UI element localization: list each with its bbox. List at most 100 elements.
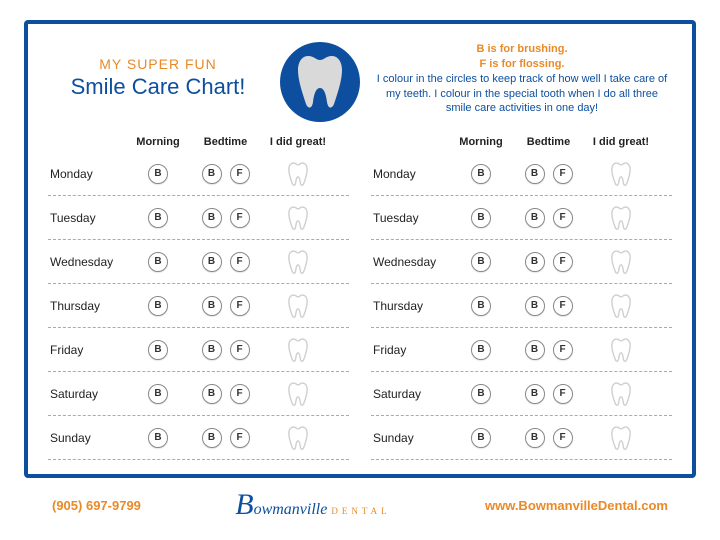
brush-circle[interactable]: B [148,252,168,272]
floss-circle[interactable]: F [553,252,573,272]
brush-circle[interactable]: B [148,384,168,404]
brush-circle[interactable]: B [148,296,168,316]
instr-line1: B is for brushing. [376,42,668,57]
day-row: SaturdayBBF [371,372,672,416]
brush-circle[interactable]: B [202,208,222,228]
day-label: Friday [48,343,128,357]
day-label: Saturday [371,387,451,401]
day-label: Tuesday [48,211,128,225]
brush-circle[interactable]: B [471,296,491,316]
reward-tooth[interactable] [586,205,656,231]
floss-circle[interactable]: F [230,164,250,184]
reward-tooth[interactable] [263,249,333,275]
floss-circle[interactable]: F [553,428,573,448]
morning-cell: B [128,252,188,272]
day-row: TuesdayBBF [48,196,349,240]
day-label: Sunday [371,431,451,445]
bedtime-cell: BF [188,428,263,448]
morning-cell: B [128,384,188,404]
brush-circle[interactable]: B [202,252,222,272]
brush-circle[interactable]: B [525,208,545,228]
day-label: Thursday [371,299,451,313]
reward-tooth[interactable] [586,337,656,363]
morning-cell: B [451,428,511,448]
floss-circle[interactable]: F [230,428,250,448]
footer: (905) 697-9799 Bowmanville DENTAL www.Bo… [24,488,696,522]
brush-circle[interactable]: B [202,340,222,360]
brush-circle[interactable]: B [202,384,222,404]
day-row: MondayBBF [371,152,672,196]
reward-tooth[interactable] [263,205,333,231]
brush-circle[interactable]: B [525,164,545,184]
floss-circle[interactable]: F [230,252,250,272]
chart-frame: MY SUPER FUN Smile Care Chart! B is for … [24,20,696,478]
brush-circle[interactable]: B [525,252,545,272]
morning-cell: B [128,208,188,228]
day-row: WednesdayBBF [48,240,349,284]
floss-circle[interactable]: F [230,384,250,404]
bedtime-cell: BF [188,164,263,184]
brush-circle[interactable]: B [471,208,491,228]
week-rows-1: MondayBBFTuesdayBBFWednesdayBBFThursdayB… [48,152,349,460]
floss-circle[interactable]: F [230,296,250,316]
floss-circle[interactable]: F [553,384,573,404]
day-label: Wednesday [48,255,128,269]
reward-tooth[interactable] [263,337,333,363]
floss-circle[interactable]: F [553,340,573,360]
bedtime-cell: BF [188,296,263,316]
reward-tooth[interactable] [263,161,333,187]
day-row: SaturdayBBF [48,372,349,416]
reward-tooth[interactable] [586,249,656,275]
floss-circle[interactable]: F [553,296,573,316]
reward-tooth[interactable] [263,293,333,319]
brush-circle[interactable]: B [471,428,491,448]
brush-circle[interactable]: B [525,384,545,404]
day-row: FridayBBF [371,328,672,372]
phone-number: (905) 697-9799 [52,498,141,513]
reward-tooth[interactable] [586,161,656,187]
morning-cell: B [451,296,511,316]
brush-circle[interactable]: B [202,296,222,316]
day-label: Saturday [48,387,128,401]
brush-circle[interactable]: B [471,164,491,184]
day-label: Monday [371,167,451,181]
floss-circle[interactable]: F [553,164,573,184]
brush-circle[interactable]: B [148,164,168,184]
brush-circle[interactable]: B [525,296,545,316]
brush-circle[interactable]: B [148,428,168,448]
brush-circle[interactable]: B [471,384,491,404]
bedtime-cell: BF [511,252,586,272]
morning-cell: B [451,208,511,228]
floss-circle[interactable]: F [553,208,573,228]
morning-cell: B [128,340,188,360]
instr-line2: F is for flossing. [376,57,668,72]
brush-circle[interactable]: B [525,428,545,448]
floss-circle[interactable]: F [230,208,250,228]
brush-circle[interactable]: B [202,164,222,184]
brush-circle[interactable]: B [471,340,491,360]
brush-circle[interactable]: B [202,428,222,448]
reward-tooth[interactable] [586,425,656,451]
reward-tooth[interactable] [586,293,656,319]
weeks-grid: Morning Bedtime I did great! MondayBBFTu… [48,136,672,460]
col-morning: Morning [451,136,511,148]
brush-circle[interactable]: B [471,252,491,272]
reward-tooth[interactable] [263,425,333,451]
column-headers: Morning Bedtime I did great! [48,136,349,152]
day-row: TuesdayBBF [371,196,672,240]
logo: Bowmanville DENTAL [235,488,390,522]
brush-circle[interactable]: B [148,340,168,360]
bedtime-cell: BF [511,428,586,448]
brush-circle[interactable]: B [148,208,168,228]
morning-cell: B [451,384,511,404]
brush-circle[interactable]: B [525,340,545,360]
day-label: Tuesday [371,211,451,225]
reward-tooth[interactable] [586,381,656,407]
col-great: I did great! [586,136,656,148]
col-great: I did great! [263,136,333,148]
col-morning: Morning [128,136,188,148]
reward-tooth[interactable] [263,381,333,407]
morning-cell: B [451,252,511,272]
col-bedtime: Bedtime [511,136,586,148]
floss-circle[interactable]: F [230,340,250,360]
